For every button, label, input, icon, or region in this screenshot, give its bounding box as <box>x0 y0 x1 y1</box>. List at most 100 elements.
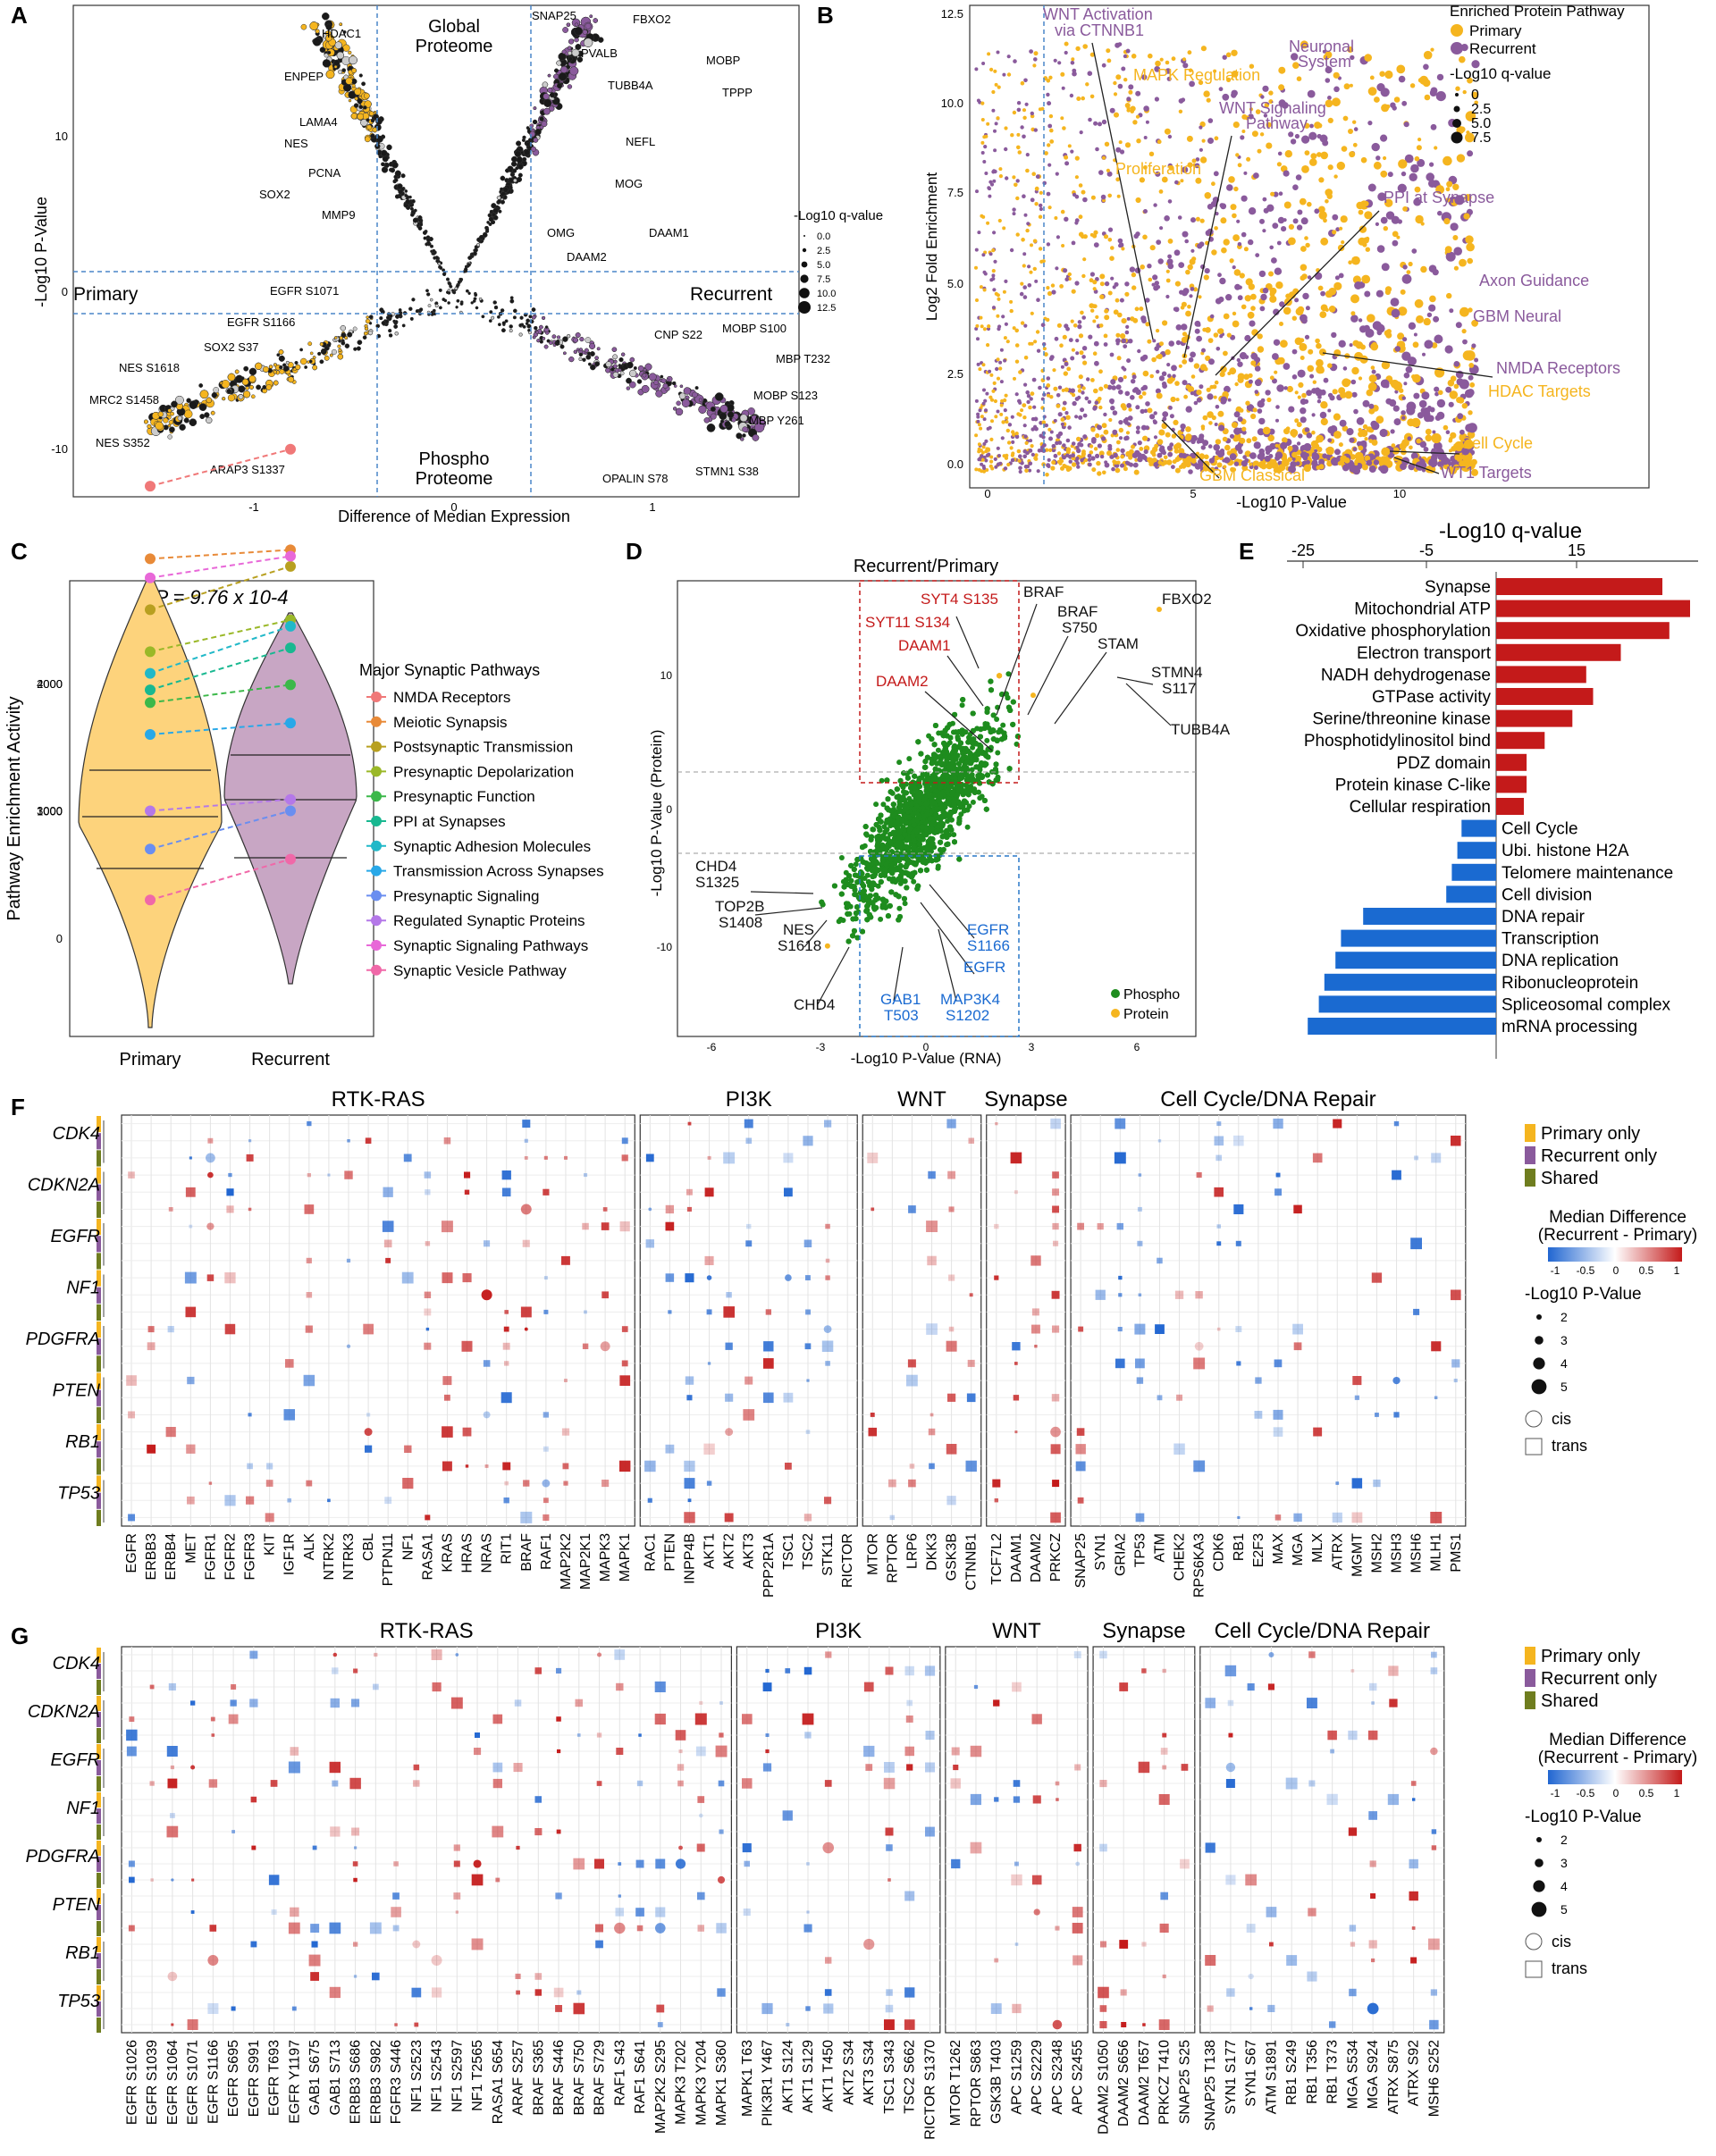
b-point <box>1023 356 1029 360</box>
b-point <box>1446 292 1452 299</box>
a-point <box>354 88 362 96</box>
b-point <box>1077 389 1082 393</box>
b-point <box>1022 115 1027 120</box>
a-point <box>573 337 579 343</box>
b-point <box>1443 424 1449 431</box>
a-point <box>535 331 539 334</box>
b-point <box>1307 365 1314 373</box>
b-point <box>1249 320 1256 327</box>
b-point <box>1362 399 1370 407</box>
b-point <box>1190 287 1195 291</box>
b-point <box>1048 113 1054 119</box>
b-point <box>1125 324 1130 329</box>
a-point <box>516 156 523 164</box>
a-point <box>589 342 596 349</box>
b-point <box>1107 290 1113 296</box>
b-point <box>1154 346 1159 352</box>
b-point <box>1005 176 1009 180</box>
b-point <box>1156 239 1162 245</box>
a-point <box>333 336 338 340</box>
b-point <box>1131 379 1136 384</box>
panel-a-letter: A <box>11 2 28 29</box>
a-point <box>531 315 536 320</box>
a-point <box>476 243 481 247</box>
b-point <box>1296 441 1301 446</box>
b-point <box>1009 299 1014 304</box>
a-point <box>366 315 369 319</box>
b-point <box>1006 55 1011 59</box>
b-point <box>1015 196 1020 201</box>
b-point <box>1013 59 1017 63</box>
b-point <box>1312 380 1317 384</box>
b-point <box>1292 218 1299 224</box>
b-point <box>1445 386 1452 393</box>
b-point <box>1364 54 1372 62</box>
panel-a-points <box>143 13 766 441</box>
b-point <box>1018 400 1022 405</box>
a-point <box>522 324 526 329</box>
b-point <box>1276 384 1284 392</box>
b-point <box>1216 347 1221 351</box>
b-point <box>1241 231 1247 238</box>
b-point <box>1107 227 1114 232</box>
a-point <box>336 51 344 60</box>
b-point <box>1249 452 1257 459</box>
b-point <box>1383 457 1390 465</box>
b-point <box>980 140 985 145</box>
b-point <box>978 408 982 413</box>
b-point <box>1296 76 1302 81</box>
panel-a-right-label: Recurrent <box>690 284 772 305</box>
a-point <box>390 167 395 173</box>
b-point <box>1061 86 1065 90</box>
b-point <box>1173 419 1179 425</box>
b-point <box>1046 92 1050 97</box>
a-point <box>618 368 622 373</box>
b-point <box>1302 292 1309 300</box>
b-point <box>1093 121 1098 126</box>
a-point <box>672 381 677 386</box>
b-point <box>1014 359 1020 364</box>
b-point <box>1004 322 1008 326</box>
b-point <box>982 288 987 292</box>
b-point <box>1149 414 1156 420</box>
a-point <box>532 119 538 125</box>
a-legend-value: 2.5 <box>817 246 830 256</box>
b-point <box>1305 242 1310 248</box>
b-point <box>1126 316 1131 321</box>
a-point <box>439 265 443 270</box>
b-point <box>1178 364 1182 368</box>
b-point <box>1032 405 1037 409</box>
a-point <box>226 389 232 394</box>
a-point <box>491 203 497 209</box>
b-point <box>1304 334 1310 340</box>
b-point <box>1011 451 1015 456</box>
b-point <box>1360 156 1367 164</box>
a-point <box>503 195 508 199</box>
a-gene-label: MRC2 S1458 <box>89 393 159 407</box>
b-point <box>1118 242 1124 248</box>
b-point <box>1044 151 1048 155</box>
b-point <box>1334 449 1341 456</box>
b-point <box>1273 339 1281 346</box>
b-point <box>1315 338 1320 344</box>
b-point <box>1012 110 1017 115</box>
b-point <box>1254 379 1262 387</box>
b-point <box>1428 264 1437 273</box>
b-point <box>1104 315 1110 321</box>
b-point <box>1161 381 1167 387</box>
b-point <box>985 391 989 396</box>
b-point <box>1030 452 1035 457</box>
b-point <box>1443 155 1452 166</box>
b-point <box>1046 286 1050 290</box>
a-point <box>739 414 748 423</box>
b-point <box>1065 466 1071 473</box>
b-point <box>1368 403 1375 409</box>
b-point <box>1181 462 1187 468</box>
a-point <box>509 178 514 183</box>
b-point <box>1300 338 1305 343</box>
a-point <box>299 357 307 365</box>
b-point <box>1469 382 1476 388</box>
b-point <box>1062 126 1066 130</box>
a-point <box>566 334 571 339</box>
a-point <box>502 187 509 193</box>
